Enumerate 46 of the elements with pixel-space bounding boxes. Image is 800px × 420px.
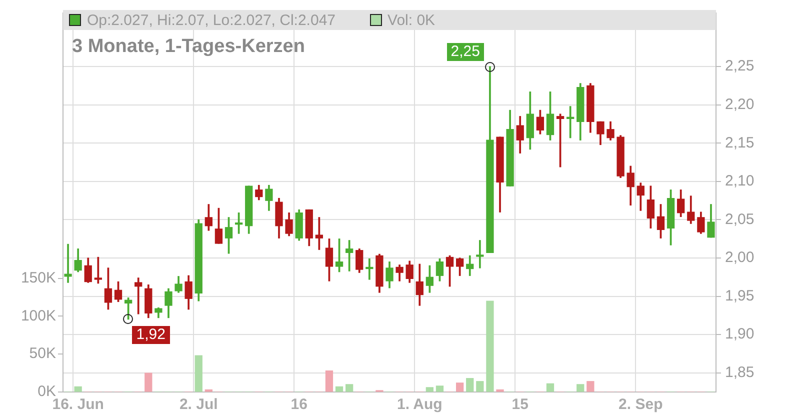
y-tick-label: 2,15 xyxy=(725,134,754,152)
bar xyxy=(586,381,594,392)
text: 3 Monate, 1-Tages-Kerzen xyxy=(72,36,305,58)
bar xyxy=(335,386,344,392)
candlestick xyxy=(315,217,324,250)
candlestick xyxy=(366,258,374,280)
x-tick-label: 16. Jun xyxy=(52,396,104,414)
y-tick-label: 2,20 xyxy=(725,96,754,114)
y-tick-label: 2,10 xyxy=(725,172,754,190)
annotation: 1,92 xyxy=(132,326,170,344)
y2-tick-label: 50K xyxy=(29,345,56,362)
bar xyxy=(436,386,444,392)
bar xyxy=(496,389,504,392)
candlestick xyxy=(476,240,484,268)
annotation: 2,25 xyxy=(446,42,484,61)
bar xyxy=(144,372,152,392)
x-tick-label: 15 xyxy=(512,396,528,414)
y-tick-label: 2,05 xyxy=(725,210,754,228)
y-tick-label: 2,00 xyxy=(725,249,754,266)
bar xyxy=(476,381,484,392)
candlestick xyxy=(134,278,142,314)
x-tick-label: 16 xyxy=(290,396,308,414)
y-tick-label: 1,85 xyxy=(725,364,754,381)
bar xyxy=(466,378,474,392)
annotation: Op:2.027, Hi:2.07, Lo:2.027, Cl:2.047 xyxy=(87,12,336,28)
bar xyxy=(74,386,82,392)
y2-tick-label: 150K xyxy=(20,269,56,286)
bar xyxy=(486,300,494,392)
candlestick xyxy=(566,106,574,138)
bar xyxy=(456,382,464,392)
bar xyxy=(325,370,334,392)
bar xyxy=(426,387,434,392)
y2-tick-label: 100K xyxy=(20,307,56,324)
bar xyxy=(576,384,584,392)
y-tick-label: 1,90 xyxy=(725,326,754,343)
bar xyxy=(204,389,212,392)
x-tick-label: 2. Jul xyxy=(179,396,218,414)
x-tick-label: 1. Aug xyxy=(397,396,442,414)
x-tick-label: 2. Sep xyxy=(618,396,663,414)
annotation: Vol: 0K xyxy=(388,12,436,28)
bar xyxy=(194,355,202,392)
bar xyxy=(345,384,354,392)
candlestick xyxy=(94,256,102,284)
bar xyxy=(546,383,554,392)
y-tick-label: 2,25 xyxy=(725,58,754,75)
y-tick-label: 1,95 xyxy=(725,287,754,304)
